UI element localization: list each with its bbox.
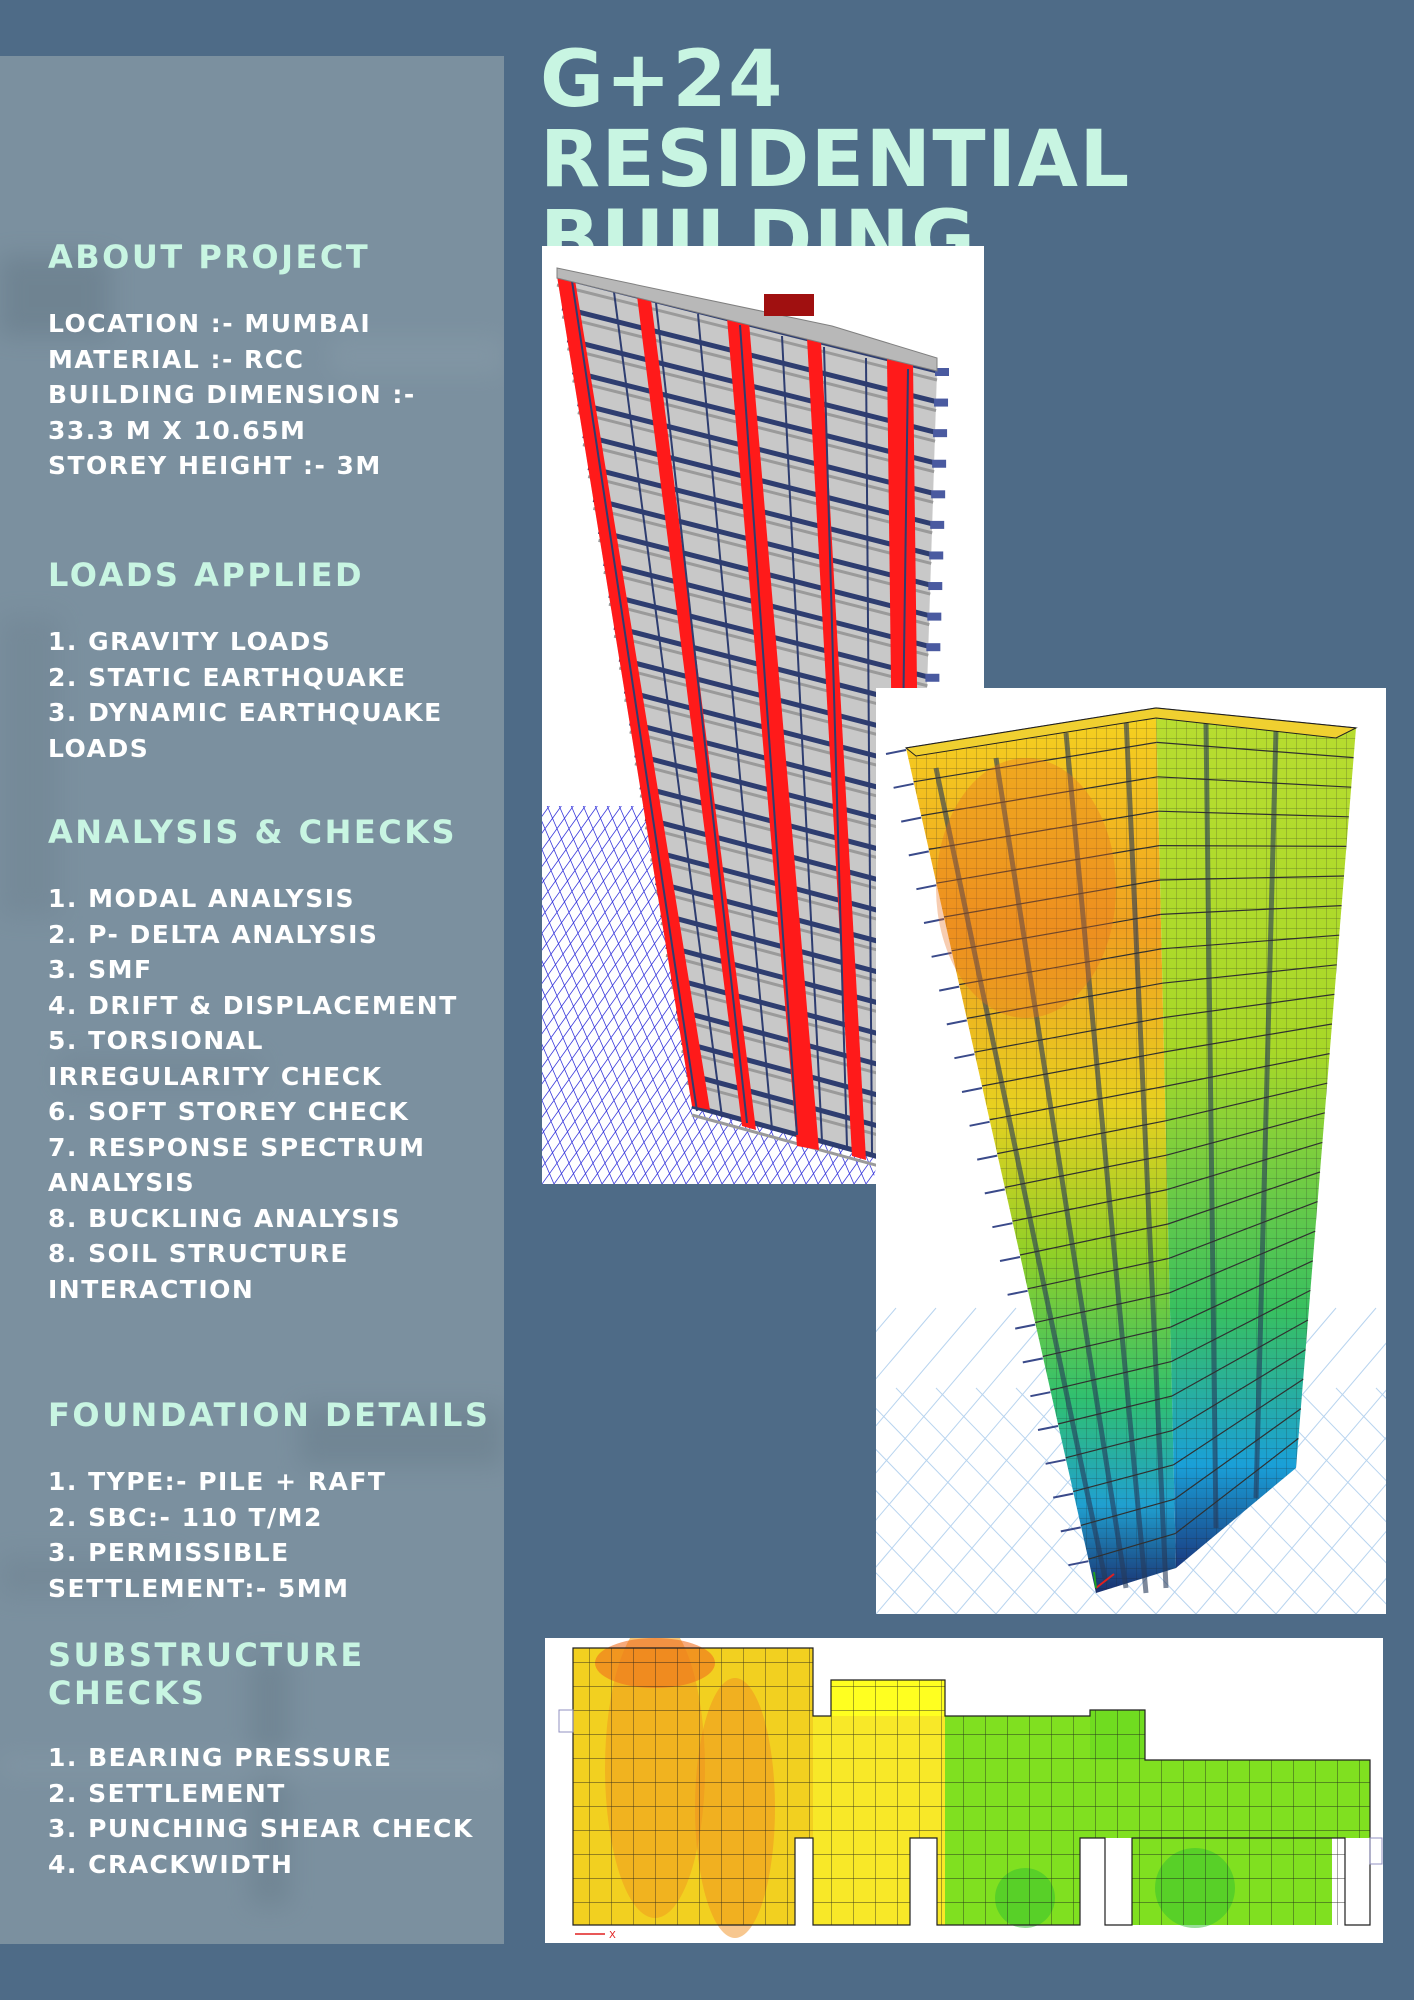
contour-model-image [876,688,1386,1614]
raft-plan-image: X [545,1638,1383,1943]
tower-frame [556,267,949,1177]
about-line: LOCATION :- MUMBAI [48,309,372,338]
about-line: MATERIAL :- RCC [48,344,305,374]
loads-applied-heading: LOADS APPLIED [48,556,364,594]
loads-line: 3. DYNAMIC EARTHQUAKE LOADS [48,698,443,763]
analysis-line: 1. MODAL ANALYSIS [48,884,356,913]
analysis-checks-heading: ANALYSIS & CHECKS [48,813,458,851]
analysis-line: 4. DRIFT & DISPLACEMENT [48,990,458,1020]
contour-model-drawing [876,707,1386,1614]
about-line: BUILDING DIMENSION :- [48,380,416,409]
about-line: STOREY HEIGHT :- 3M [48,451,382,480]
loads-applied-list: 1. GRAVITY LOADS 2. STATIC EARTHQUAKE 3.… [48,624,448,766]
raft-contour [558,1638,1383,1938]
analysis-line: 8. SOIL STRUCTURE INTERACTION [48,1239,349,1304]
loads-line: 2. STATIC EARTHQUAKE [48,662,407,692]
foundation-details-list: 1. TYPE:- PILE + RAFT 2. SBC:- 110 T/M2 … [48,1464,478,1606]
foundation-details-heading: FOUNDATION DETAILS [48,1396,491,1434]
substructure-line: 4. CRACKWIDTH [48,1849,294,1879]
frame-model-drawing [542,246,984,1184]
substructure-checks-list: 1. BEARING PRESSURE 2. SETTLEMENT 3. PUN… [48,1740,478,1882]
blurred-background-image [0,256,504,1906]
loads-line: 1. GRAVITY LOADS [48,627,332,656]
substructure-line: 1. BEARING PRESSURE [48,1743,393,1772]
page-title: G+24 RESIDENTIAL BUILDING [540,35,1131,285]
x-axis-label: X [609,1930,616,1941]
foundation-line: 2. SBC:- 110 T/M2 [48,1502,323,1532]
substructure-checks-heading: SUBSTRUCTURE CHECKS [48,1636,365,1712]
about-project-list: LOCATION :- MUMBAI MATERIAL :- RCC BUILD… [48,306,478,484]
analysis-line: 7. RESPONSE SPECTRUM ANALYSIS [48,1132,426,1198]
analysis-line: 6. SOFT STOREY CHECK [48,1097,410,1126]
foundation-line: 3. PERMISSIBLE SETTLEMENT:- 5MM [48,1538,350,1603]
about-project-heading: ABOUT PROJECT [48,238,371,276]
substructure-line: 3. PUNCHING SHEAR CHECK [48,1814,474,1843]
frame-model-image [542,246,984,1184]
foundation-line: 1. TYPE:- PILE + RAFT [48,1467,387,1496]
about-line: 33.3 M X 10.65M [48,415,307,445]
info-sidebar: ABOUT PROJECT LOCATION :- MUMBAI MATERIA… [0,56,504,1944]
substructure-line: 2. SETTLEMENT [48,1778,286,1808]
analysis-line: 5. TORSIONAL IRREGULARITY CHECK [48,1026,383,1091]
analysis-checks-list: 1. MODAL ANALYSIS 2. P- DELTA ANALYSIS 3… [48,881,478,1307]
raft-plan-drawing: X [558,1638,1383,1941]
analysis-line: 2. P- DELTA ANALYSIS [48,919,379,949]
analysis-line: 8. BUCKLING ANALYSIS [48,1203,402,1233]
tower-contour [885,707,1358,1594]
analysis-line: 3. SMF [48,955,153,984]
